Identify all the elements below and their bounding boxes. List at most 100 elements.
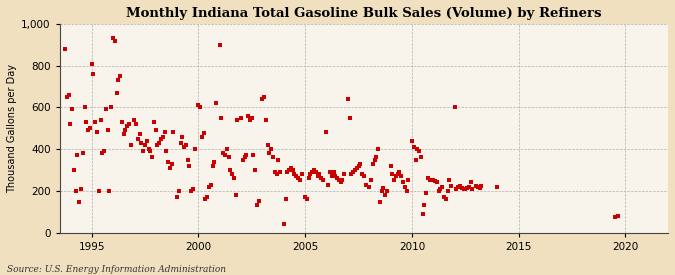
Point	[446, 183, 456, 188]
Point	[310, 170, 321, 174]
Point	[437, 185, 448, 189]
Point	[134, 132, 145, 137]
Point	[300, 195, 310, 199]
Point	[288, 168, 298, 172]
Point	[282, 170, 293, 174]
Point	[423, 176, 433, 180]
Point	[109, 39, 120, 43]
Point	[429, 179, 440, 184]
Point	[166, 161, 177, 166]
Point	[419, 203, 430, 208]
Point	[440, 197, 451, 201]
Point	[97, 151, 108, 155]
Point	[171, 195, 182, 199]
Point	[148, 120, 159, 124]
Point	[69, 168, 80, 172]
Point	[464, 185, 475, 189]
Point	[218, 151, 229, 155]
Point	[456, 185, 467, 190]
Point	[403, 178, 414, 183]
Point	[316, 176, 327, 180]
Point	[439, 195, 450, 199]
Point	[449, 105, 460, 109]
Point	[306, 170, 317, 174]
Point	[350, 168, 360, 172]
Point	[246, 116, 257, 120]
Point	[271, 172, 282, 176]
Point	[460, 186, 470, 191]
Point	[257, 97, 268, 101]
Point	[353, 164, 364, 168]
Point	[61, 95, 72, 99]
Point	[296, 172, 307, 176]
Point	[223, 155, 234, 160]
Point	[140, 143, 151, 147]
Point	[216, 116, 227, 120]
Point	[394, 170, 405, 174]
Point	[365, 178, 376, 183]
Point	[275, 170, 286, 174]
Point	[111, 90, 122, 95]
Point	[435, 186, 446, 191]
Point	[141, 139, 152, 143]
Point	[266, 147, 277, 151]
Point	[93, 189, 104, 193]
Point	[200, 197, 211, 201]
Point	[389, 178, 400, 183]
Point	[252, 203, 263, 208]
Point	[72, 153, 83, 158]
Point	[424, 178, 435, 183]
Point	[348, 170, 358, 174]
Point	[106, 105, 117, 109]
Point	[284, 168, 294, 172]
Point	[317, 178, 328, 183]
Point	[136, 141, 146, 145]
Point	[221, 147, 232, 151]
Point	[472, 185, 483, 189]
Point	[346, 172, 357, 176]
Point	[396, 174, 406, 178]
Point	[184, 164, 195, 168]
Point	[381, 189, 392, 193]
Point	[122, 124, 133, 128]
Point	[400, 185, 410, 189]
Point	[465, 180, 476, 185]
Point	[280, 197, 291, 201]
Point	[444, 178, 455, 183]
Point	[410, 157, 421, 162]
Point	[236, 116, 246, 120]
Point	[132, 136, 143, 141]
Point	[364, 185, 375, 189]
Point	[273, 157, 284, 162]
Point	[143, 147, 154, 151]
Point	[291, 174, 302, 178]
Point	[248, 153, 259, 158]
Point	[417, 211, 428, 216]
Point	[467, 186, 478, 191]
Point	[250, 168, 261, 172]
Point	[358, 174, 369, 178]
Point	[219, 153, 230, 158]
Point	[387, 172, 398, 176]
Point	[198, 131, 209, 136]
Point	[428, 178, 439, 183]
Point	[156, 136, 167, 141]
Point	[264, 151, 275, 155]
Point	[78, 151, 88, 155]
Point	[330, 174, 341, 178]
Point	[67, 107, 78, 112]
Point	[369, 157, 380, 162]
Point	[398, 180, 408, 185]
Point	[378, 185, 389, 190]
Point	[371, 155, 381, 160]
Point	[124, 122, 134, 126]
Point	[337, 178, 348, 183]
Y-axis label: Thousand Gallons per Day: Thousand Gallons per Day	[7, 64, 17, 193]
Point	[263, 143, 273, 147]
Point	[126, 143, 136, 147]
Point	[86, 61, 97, 66]
Point	[333, 178, 344, 183]
Point	[392, 172, 403, 176]
Point	[63, 93, 74, 97]
Point	[610, 215, 620, 219]
